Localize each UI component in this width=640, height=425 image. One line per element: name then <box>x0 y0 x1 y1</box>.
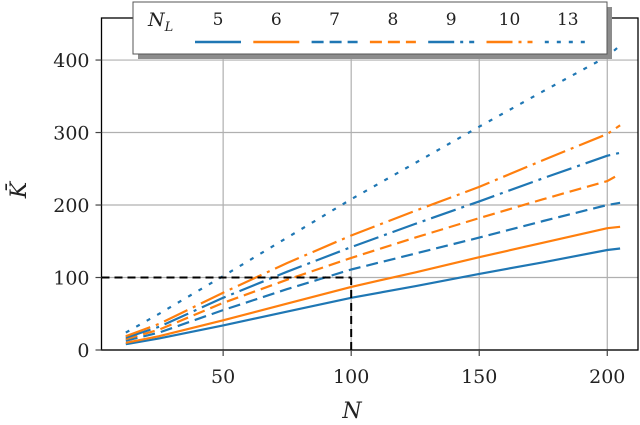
data-series <box>125 44 621 346</box>
legend-label-nl-5: 5 <box>213 10 224 30</box>
series-line-nl-13 <box>125 44 621 334</box>
y-tick-label: 400 <box>53 50 89 72</box>
legend: NL 5 6 7 8 9 10 13 <box>132 1 612 59</box>
series-line-nl-9 <box>125 151 621 339</box>
legend-label-nl-7: 7 <box>329 10 340 30</box>
x-tick-label: 100 <box>333 366 369 388</box>
legend-label-nl-10: 10 <box>499 10 521 30</box>
legend-box <box>132 1 608 55</box>
x-axis-label: N <box>341 399 362 424</box>
grid-lines <box>101 18 638 351</box>
x-tick-label: 200 <box>589 366 625 388</box>
series-line-nl-10 <box>125 124 621 338</box>
axes <box>95 17 639 356</box>
legend-title-subscript: L <box>164 20 174 35</box>
y-axis-label: K̄ <box>5 180 32 199</box>
series-line-nl-6 <box>125 225 621 344</box>
series-line-nl-5 <box>125 247 621 346</box>
y-tick-label: 100 <box>53 268 89 290</box>
legend-label-nl-9: 9 <box>446 10 457 30</box>
legend-label-nl-8: 8 <box>387 10 398 30</box>
x-tick-label: 150 <box>461 366 497 388</box>
legend-label-nl-13: 13 <box>557 10 579 30</box>
y-tick-label: 200 <box>53 195 89 217</box>
y-tick-label: 300 <box>53 123 89 145</box>
axes-frame <box>100 17 639 351</box>
reference-lines <box>101 276 353 350</box>
series-line-nl-7 <box>125 201 621 342</box>
tick-labels: 50 100 150 200 0 100 200 300 400 <box>53 50 625 388</box>
legend-label-nl-6: 6 <box>271 10 282 30</box>
y-tick-label: 0 <box>77 340 89 362</box>
x-tick-label: 50 <box>211 366 235 388</box>
series-line-nl-8 <box>125 172 621 341</box>
